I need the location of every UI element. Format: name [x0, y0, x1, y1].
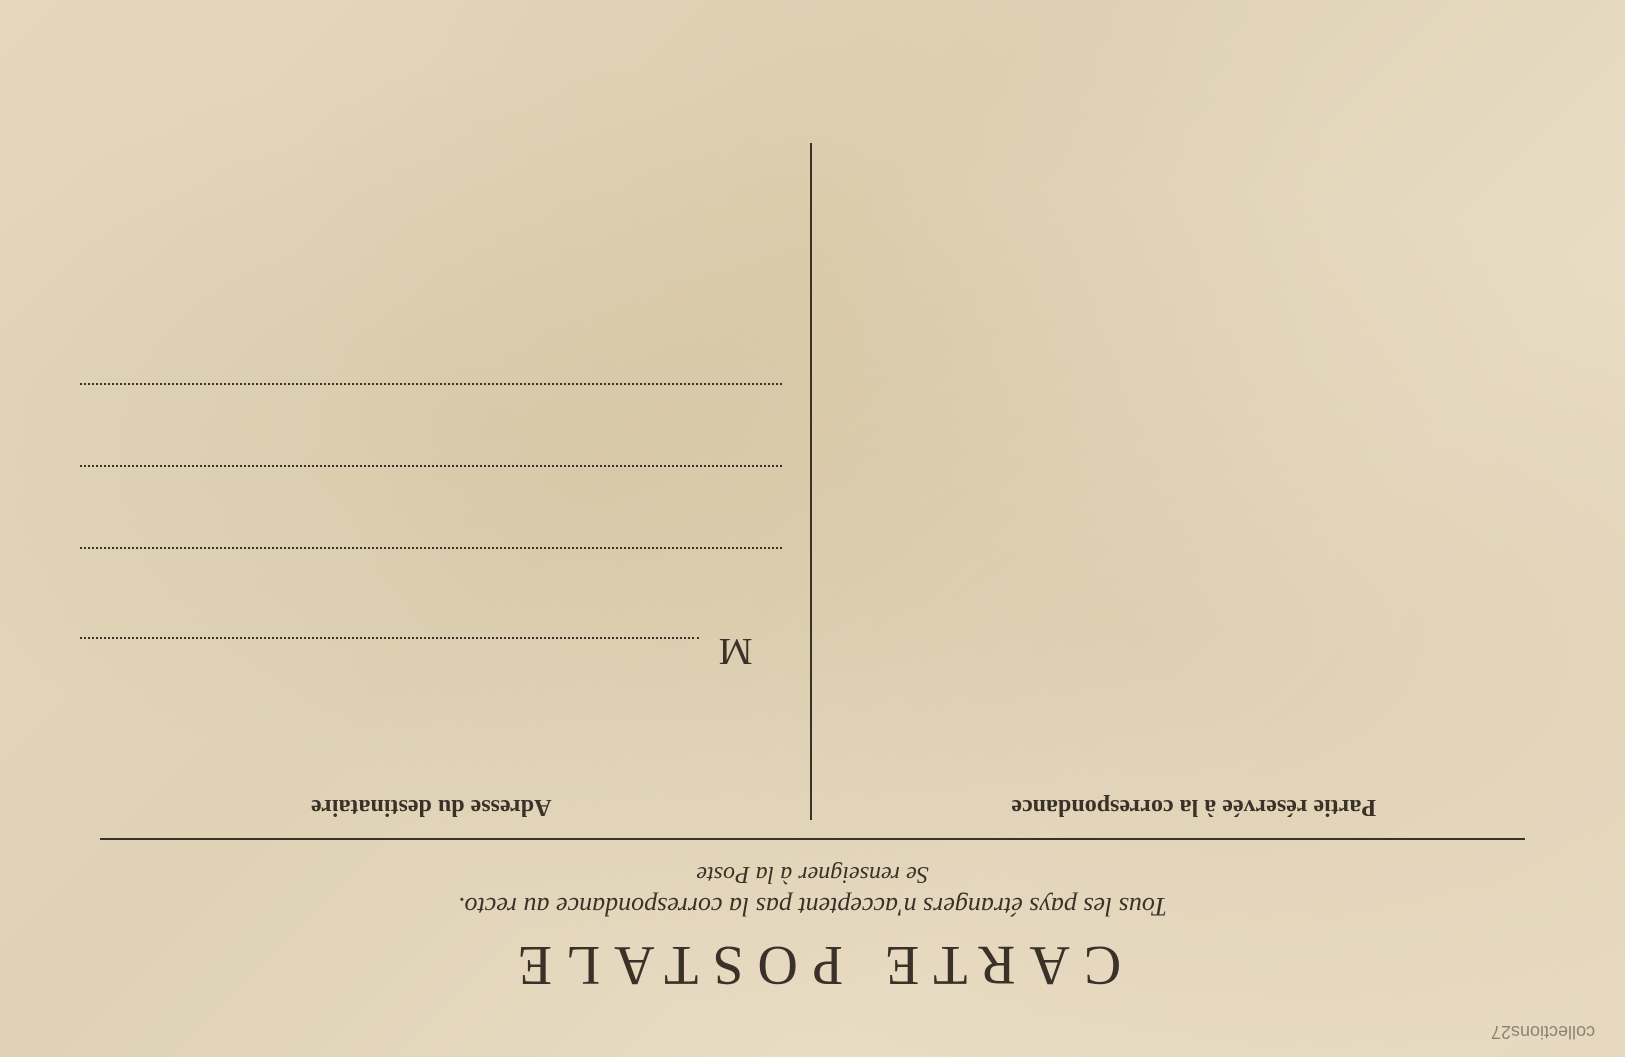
correspondence-header: Partie réservée à la correspondance: [843, 793, 1546, 820]
address-line-4: [80, 383, 783, 385]
postcard-subtitle-1: Tous les pays étrangers n'acceptent pas …: [80, 891, 1545, 921]
address-column: Adresse du destinataire M: [80, 83, 813, 820]
recipient-m-label: M: [719, 629, 753, 673]
postcard-back: CARTE POSTALE Tous les pays étrangers n'…: [0, 0, 1625, 1057]
recipient-m-row: M: [80, 629, 783, 733]
address-line-1: [80, 637, 699, 639]
watermark-text: collections27: [1491, 1021, 1595, 1042]
address-line-2: [80, 547, 783, 549]
postcard-columns: Partie réservée à la correspondance Adre…: [80, 83, 1545, 820]
correspondence-column: Partie réservée à la correspondance: [813, 83, 1546, 820]
postcard-title: CARTE POSTALE: [80, 933, 1545, 997]
horizontal-divider: [100, 838, 1525, 840]
address-line-3: [80, 465, 783, 467]
address-header: Adresse du destinataire: [80, 793, 783, 820]
postcard-content: CARTE POSTALE Tous les pays étrangers n'…: [0, 0, 1625, 1057]
postcard-subtitle-2: Se renseigner à la Poste: [80, 860, 1545, 887]
